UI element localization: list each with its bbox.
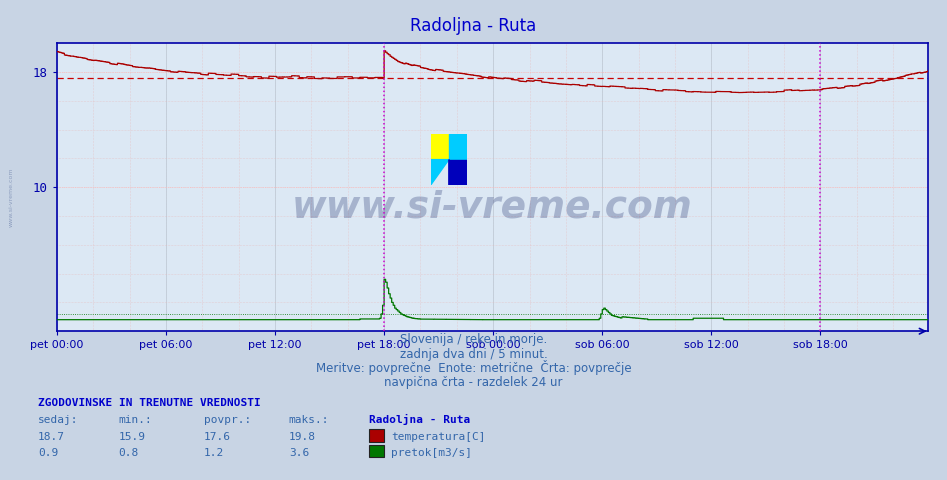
Text: 0.8: 0.8: [118, 448, 138, 458]
Text: temperatura[C]: temperatura[C]: [391, 432, 486, 442]
Text: Meritve: povprečne  Enote: metrične  Črta: povprečje: Meritve: povprečne Enote: metrične Črta:…: [315, 360, 632, 375]
Text: sedaj:: sedaj:: [38, 415, 79, 425]
Text: 15.9: 15.9: [118, 432, 146, 442]
Text: maks.:: maks.:: [289, 415, 330, 425]
Polygon shape: [449, 159, 467, 185]
Bar: [449, 134, 467, 159]
Text: zadnja dva dni / 5 minut.: zadnja dva dni / 5 minut.: [400, 348, 547, 360]
Text: Slovenija / reke in morje.: Slovenija / reke in morje.: [400, 333, 547, 346]
Bar: [431, 134, 449, 159]
Text: 1.2: 1.2: [204, 448, 223, 458]
Text: Radoljna - Ruta: Radoljna - Ruta: [369, 414, 471, 425]
Text: Radoljna - Ruta: Radoljna - Ruta: [410, 17, 537, 35]
Text: pretok[m3/s]: pretok[m3/s]: [391, 448, 473, 458]
Text: 18.7: 18.7: [38, 432, 65, 442]
Text: ZGODOVINSKE IN TRENUTNE VREDNOSTI: ZGODOVINSKE IN TRENUTNE VREDNOSTI: [38, 397, 260, 408]
Text: www.si-vreme.com: www.si-vreme.com: [9, 167, 14, 227]
Text: www.si-vreme.com: www.si-vreme.com: [292, 190, 693, 226]
Polygon shape: [449, 159, 467, 185]
Text: 0.9: 0.9: [38, 448, 58, 458]
Polygon shape: [431, 159, 449, 185]
Text: min.:: min.:: [118, 415, 152, 425]
Text: povpr.:: povpr.:: [204, 415, 251, 425]
Text: 3.6: 3.6: [289, 448, 309, 458]
Text: navpična črta - razdelek 24 ur: navpična črta - razdelek 24 ur: [384, 376, 563, 389]
Text: 19.8: 19.8: [289, 432, 316, 442]
Text: 17.6: 17.6: [204, 432, 231, 442]
